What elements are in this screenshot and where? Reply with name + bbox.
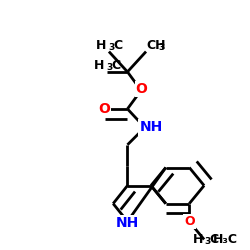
Text: NH: NH: [116, 216, 139, 230]
Text: H: H: [94, 59, 105, 72]
Text: O: O: [98, 102, 110, 116]
Text: C: C: [114, 39, 122, 52]
Text: O: O: [184, 215, 194, 228]
Text: C: C: [112, 59, 121, 72]
Text: O: O: [136, 82, 147, 96]
Text: H₃C: H₃C: [213, 233, 238, 246]
Text: NH: NH: [139, 120, 162, 134]
Text: CH: CH: [146, 39, 166, 52]
Text: 3: 3: [204, 238, 211, 246]
Text: 3: 3: [108, 43, 115, 52]
Text: H: H: [192, 234, 203, 246]
Text: 3: 3: [158, 43, 164, 52]
Text: H: H: [96, 39, 106, 52]
Text: 3: 3: [107, 63, 113, 72]
Text: C: C: [210, 234, 219, 246]
